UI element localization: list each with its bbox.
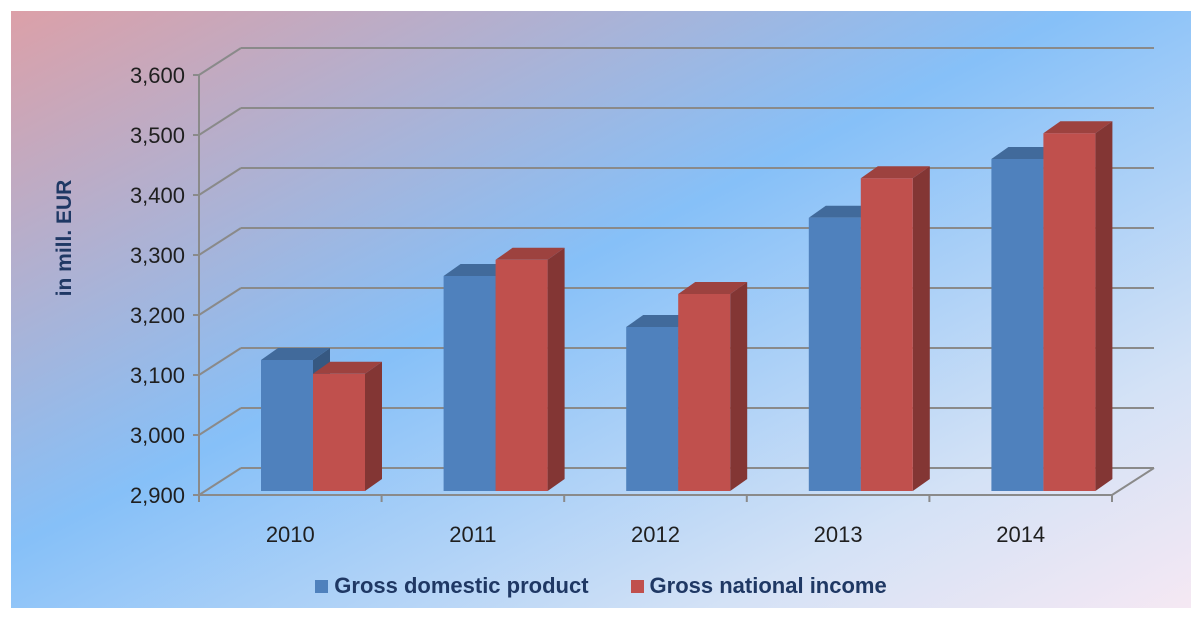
bar-gni-2010 bbox=[313, 361, 382, 491]
y-tick-label: 3,000 bbox=[130, 423, 185, 448]
bar-front bbox=[261, 360, 313, 491]
bar-gni-2013 bbox=[860, 166, 930, 491]
y-tick-label: 2,900 bbox=[130, 483, 185, 508]
legend-swatch-gni bbox=[630, 579, 644, 593]
y-axis-title: in mill. EUR bbox=[53, 180, 76, 297]
bar-top bbox=[860, 166, 930, 179]
y-tick-label: 3,400 bbox=[130, 183, 185, 208]
legend-item-gdp: Gross domestic product bbox=[315, 573, 589, 599]
x-tick-label: 2014 bbox=[996, 522, 1045, 547]
gridline-depth bbox=[198, 407, 242, 436]
bar-top bbox=[495, 247, 565, 260]
bar-gni-2011 bbox=[495, 247, 565, 491]
bar-top bbox=[626, 315, 696, 327]
bar-front bbox=[808, 217, 861, 492]
gridline-depth bbox=[198, 287, 242, 316]
bar-gni-2012 bbox=[678, 282, 748, 491]
bar-front bbox=[626, 327, 679, 491]
bar-side bbox=[730, 282, 748, 491]
axis-labels: 2,900 3,000 3,100 3,200 3,300 3,400 3,500 3,600… bbox=[130, 63, 1045, 547]
bar-side bbox=[912, 166, 930, 491]
gridline-depth bbox=[198, 227, 242, 256]
bar-front bbox=[991, 159, 1044, 491]
y-tick-label: 3,300 bbox=[130, 243, 185, 268]
legend-item-gni: Gross national income bbox=[630, 573, 887, 599]
x-tick-label: 2010 bbox=[266, 522, 315, 547]
bar-front bbox=[860, 178, 913, 491]
bar-front bbox=[1043, 133, 1096, 491]
gridline-depth bbox=[198, 107, 242, 136]
legend: Gross domestic product Gross national in… bbox=[11, 573, 1191, 599]
legend-swatch-gdp bbox=[315, 579, 329, 593]
bar-top bbox=[313, 361, 382, 374]
y-tick-label: 3,600 bbox=[130, 63, 185, 88]
bar-front bbox=[495, 259, 548, 491]
bar-side bbox=[365, 361, 382, 491]
chart-svg: 2,900 3,000 3,100 3,200 3,300 3,400 3,500 3,600… bbox=[11, 11, 1191, 608]
y-tick-label: 3,100 bbox=[130, 363, 185, 388]
bar-top bbox=[991, 147, 1061, 159]
x-tick-label: 2013 bbox=[814, 522, 863, 547]
bar-front bbox=[678, 294, 731, 491]
bar-side bbox=[547, 247, 565, 491]
gridline-depth bbox=[198, 47, 242, 76]
gridline-depth bbox=[198, 347, 242, 376]
legend-label-gdp: Gross domestic product bbox=[334, 573, 589, 598]
bars bbox=[261, 121, 1113, 492]
bar-side bbox=[1095, 121, 1113, 491]
bar-top bbox=[1043, 121, 1113, 134]
bar-top bbox=[808, 205, 878, 218]
x-tick-label: 2011 bbox=[449, 522, 496, 547]
bar-gni-2014 bbox=[1043, 121, 1113, 491]
legend-label-gni: Gross national income bbox=[649, 573, 887, 598]
bar-top bbox=[678, 282, 748, 294]
chart-area: 2,900 3,000 3,100 3,200 3,300 3,400 3,500 3,600… bbox=[11, 11, 1191, 608]
y-tick-label: 3,500 bbox=[130, 123, 185, 148]
y-tick-label: 3,200 bbox=[130, 303, 185, 328]
gridline-depth bbox=[198, 167, 242, 196]
floor-right-edge bbox=[1111, 467, 1155, 496]
bar-front bbox=[313, 373, 365, 491]
bar-top bbox=[443, 264, 513, 276]
bar-top bbox=[261, 348, 330, 360]
floor-left-edge bbox=[198, 467, 242, 496]
x-tick-label: 2012 bbox=[631, 522, 680, 547]
bar-front bbox=[443, 276, 496, 491]
